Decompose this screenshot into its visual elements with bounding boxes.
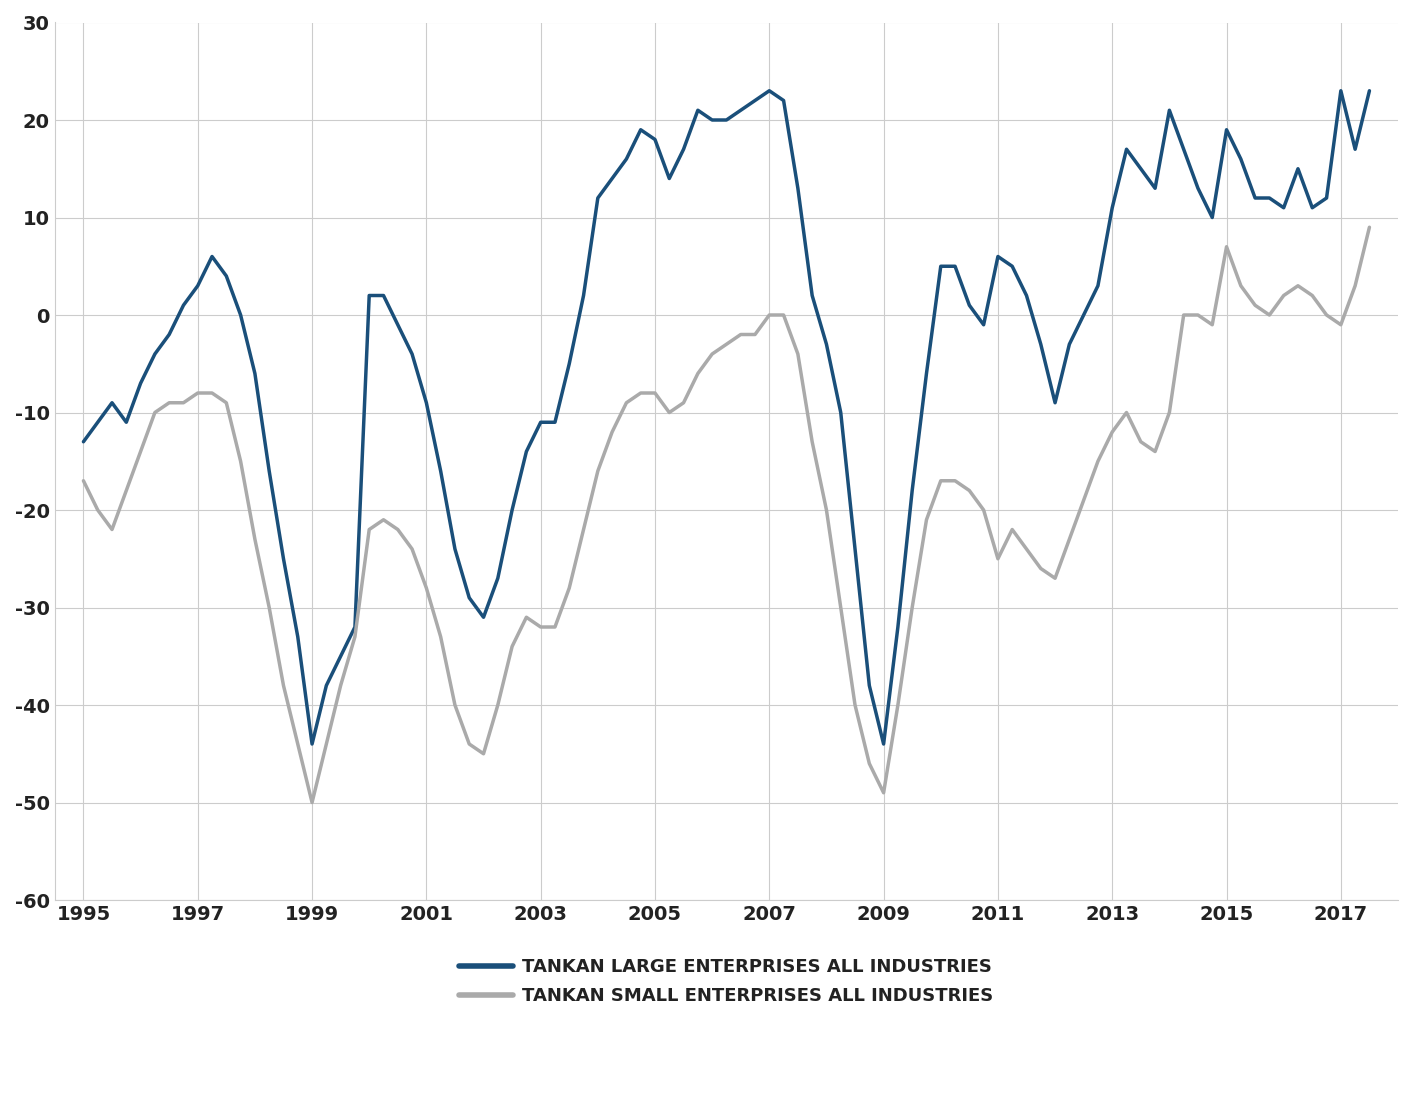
TANKAN LARGE ENTERPRISES ALL INDUSTRIES [232, 308, 249, 322]
TANKAN SMALL ENTERPRISES ALL INDUSTRIES [1361, 221, 1378, 234]
TANKAN LARGE ENTERPRISES ALL INDUSTRIES [75, 435, 92, 449]
TANKAN LARGE ENTERPRISES ALL INDUSTRIES [846, 543, 863, 556]
TANKAN SMALL ENTERPRISES ALL INDUSTRIES [75, 474, 92, 487]
Line: TANKAN SMALL ENTERPRISES ALL INDUSTRIES: TANKAN SMALL ENTERPRISES ALL INDUSTRIES [83, 228, 1369, 802]
TANKAN LARGE ENTERPRISES ALL INDUSTRIES [1361, 84, 1378, 97]
TANKAN LARGE ENTERPRISES ALL INDUSTRIES [1190, 181, 1207, 194]
TANKAN LARGE ENTERPRISES ALL INDUSTRIES [1347, 143, 1364, 156]
TANKAN LARGE ENTERPRISES ALL INDUSTRIES [390, 318, 407, 331]
TANKAN LARGE ENTERPRISES ALL INDUSTRIES [418, 396, 435, 409]
TANKAN LARGE ENTERPRISES ALL INDUSTRIES [304, 737, 321, 750]
TANKAN SMALL ENTERPRISES ALL INDUSTRIES [418, 581, 435, 594]
TANKAN SMALL ENTERPRISES ALL INDUSTRIES [304, 796, 321, 809]
TANKAN SMALL ENTERPRISES ALL INDUSTRIES [1347, 280, 1364, 293]
TANKAN SMALL ENTERPRISES ALL INDUSTRIES [390, 523, 407, 536]
Legend: TANKAN LARGE ENTERPRISES ALL INDUSTRIES, TANKAN SMALL ENTERPRISES ALL INDUSTRIES: TANKAN LARGE ENTERPRISES ALL INDUSTRIES,… [459, 958, 993, 1006]
Line: TANKAN LARGE ENTERPRISES ALL INDUSTRIES: TANKAN LARGE ENTERPRISES ALL INDUSTRIES [83, 91, 1369, 744]
TANKAN SMALL ENTERPRISES ALL INDUSTRIES [1332, 318, 1349, 331]
TANKAN SMALL ENTERPRISES ALL INDUSTRIES [1176, 308, 1193, 322]
TANKAN SMALL ENTERPRISES ALL INDUSTRIES [232, 454, 249, 467]
TANKAN LARGE ENTERPRISES ALL INDUSTRIES [760, 84, 777, 97]
